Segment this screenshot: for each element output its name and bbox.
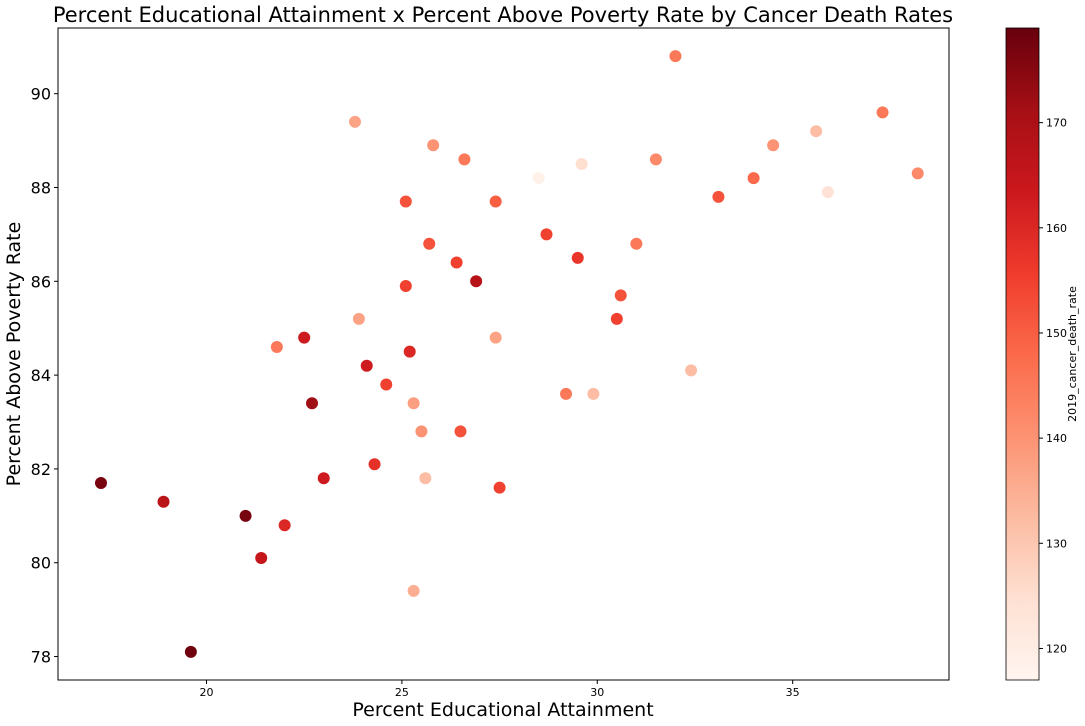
y-tick-label: 82 — [31, 460, 51, 479]
y-tick-label: 90 — [31, 85, 51, 104]
colorbar-tick-label: 140 — [1046, 432, 1067, 445]
y-tick-label: 86 — [31, 272, 51, 291]
colorbar-label: 2019_cancer_death_rate — [1066, 286, 1079, 422]
y-tick-label: 80 — [31, 554, 51, 573]
data-point — [489, 331, 502, 344]
data-point — [317, 472, 330, 485]
data-point — [747, 172, 760, 185]
data-point — [239, 509, 252, 522]
data-point — [821, 186, 834, 199]
data-point — [540, 228, 553, 241]
data-point — [423, 237, 436, 250]
data-point — [610, 312, 623, 325]
data-point — [560, 387, 573, 400]
data-point — [349, 115, 361, 128]
data-point — [571, 251, 584, 264]
colorbar-tick-label: 150 — [1046, 327, 1067, 340]
data-point — [399, 195, 412, 208]
data-point — [911, 167, 924, 180]
data-point — [649, 153, 662, 166]
data-point — [360, 359, 373, 372]
data-point — [427, 139, 440, 152]
data-point — [470, 275, 483, 288]
colorbar-ticks: 120 130 140 150 160 170 — [1039, 117, 1067, 655]
data-point — [399, 279, 412, 292]
data-point — [767, 139, 780, 152]
x-tick-label: 35 — [786, 686, 800, 699]
x-tick-label: 20 — [200, 686, 214, 699]
data-point — [380, 378, 393, 391]
data-point — [712, 190, 725, 203]
data-point — [493, 481, 506, 494]
data-point — [587, 387, 600, 400]
data-point — [352, 312, 365, 325]
data-point — [532, 172, 545, 185]
colorbar-tick-label: 130 — [1046, 537, 1067, 550]
colorbar — [1005, 27, 1040, 681]
chart-title: Percent Educational Attainment x Percent… — [53, 3, 953, 27]
data-point — [685, 364, 698, 377]
data-point — [407, 397, 420, 410]
y-tick-label: 88 — [31, 178, 51, 197]
plot-frame — [57, 27, 950, 681]
data-point — [454, 425, 467, 438]
data-point — [255, 552, 268, 565]
x-tick-label: 25 — [395, 686, 409, 699]
y-axis-label: Percent Above Poverty Rate — [3, 222, 25, 487]
data-point — [458, 153, 471, 166]
data-point — [614, 289, 627, 302]
data-point — [489, 195, 502, 208]
x-axis-label: Percent Educational Attainment — [352, 699, 653, 721]
x-tick-label: 30 — [590, 686, 604, 699]
data-point — [669, 50, 682, 63]
data-point — [270, 340, 283, 353]
data-point — [810, 125, 823, 138]
colorbar-tick-label: 160 — [1046, 222, 1067, 235]
data-point — [368, 458, 381, 471]
data-point — [407, 584, 420, 597]
x-axis-ticks: 20 25 30 35 — [200, 680, 800, 699]
scatter-points — [94, 50, 924, 658]
y-tick-label: 84 — [31, 366, 51, 385]
data-point — [876, 106, 889, 119]
data-point — [278, 519, 291, 532]
colorbar-tick-label: 120 — [1046, 642, 1067, 655]
data-point — [415, 425, 428, 438]
y-tick-label: 78 — [31, 648, 51, 667]
y-axis-ticks: 78 80 82 84 86 88 90 — [31, 85, 58, 667]
data-point — [298, 331, 311, 344]
colorbar-tick-label: 170 — [1046, 117, 1067, 130]
data-point — [419, 472, 432, 485]
data-point — [575, 158, 588, 171]
data-point — [630, 237, 643, 250]
data-point — [403, 345, 416, 358]
data-point — [306, 397, 319, 410]
data-point — [450, 256, 463, 269]
data-point — [94, 476, 107, 489]
plot-area — [57, 27, 950, 681]
data-point — [157, 495, 170, 508]
data-point — [184, 645, 197, 658]
